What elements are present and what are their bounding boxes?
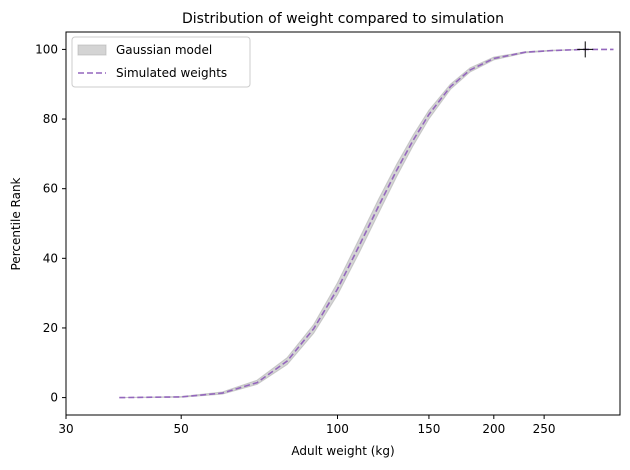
x-tick-label: 50 — [174, 422, 189, 436]
y-tick-label: 80 — [43, 112, 58, 126]
y-tick-label: 0 — [50, 391, 58, 405]
simulated-weights-line — [119, 48, 614, 399]
chart-title: Distribution of weight compared to simul… — [182, 11, 504, 27]
legend-box — [71, 36, 251, 88]
x-tick-label: 200 — [482, 422, 505, 436]
y-tick-label: 100 — [35, 42, 58, 56]
x-tick-label: 250 — [533, 422, 556, 436]
x-tick-label: 150 — [417, 422, 440, 436]
legend-label: Gaussian model — [116, 43, 212, 57]
x-axis-label: Adult weight (kg) — [291, 444, 394, 458]
plus-marker — [577, 41, 594, 58]
x-tick-label: 100 — [326, 422, 349, 436]
legend: Gaussian model Simulated weights — [71, 36, 251, 88]
axes-frame — [65, 31, 621, 416]
y-tick-label: 20 — [43, 321, 58, 335]
y-tick-label: 60 — [43, 182, 58, 196]
legend-label: Simulated weights — [116, 66, 227, 80]
y-axis-label: Percentile Rank — [9, 177, 23, 270]
x-tick-label: 30 — [58, 422, 73, 436]
plot-area: 30 50 100 150 200 250 0 20 40 60 80 100 — [35, 31, 621, 436]
y-tick-label: 40 — [43, 251, 58, 265]
legend-swatch-gaussian-model — [77, 44, 107, 56]
